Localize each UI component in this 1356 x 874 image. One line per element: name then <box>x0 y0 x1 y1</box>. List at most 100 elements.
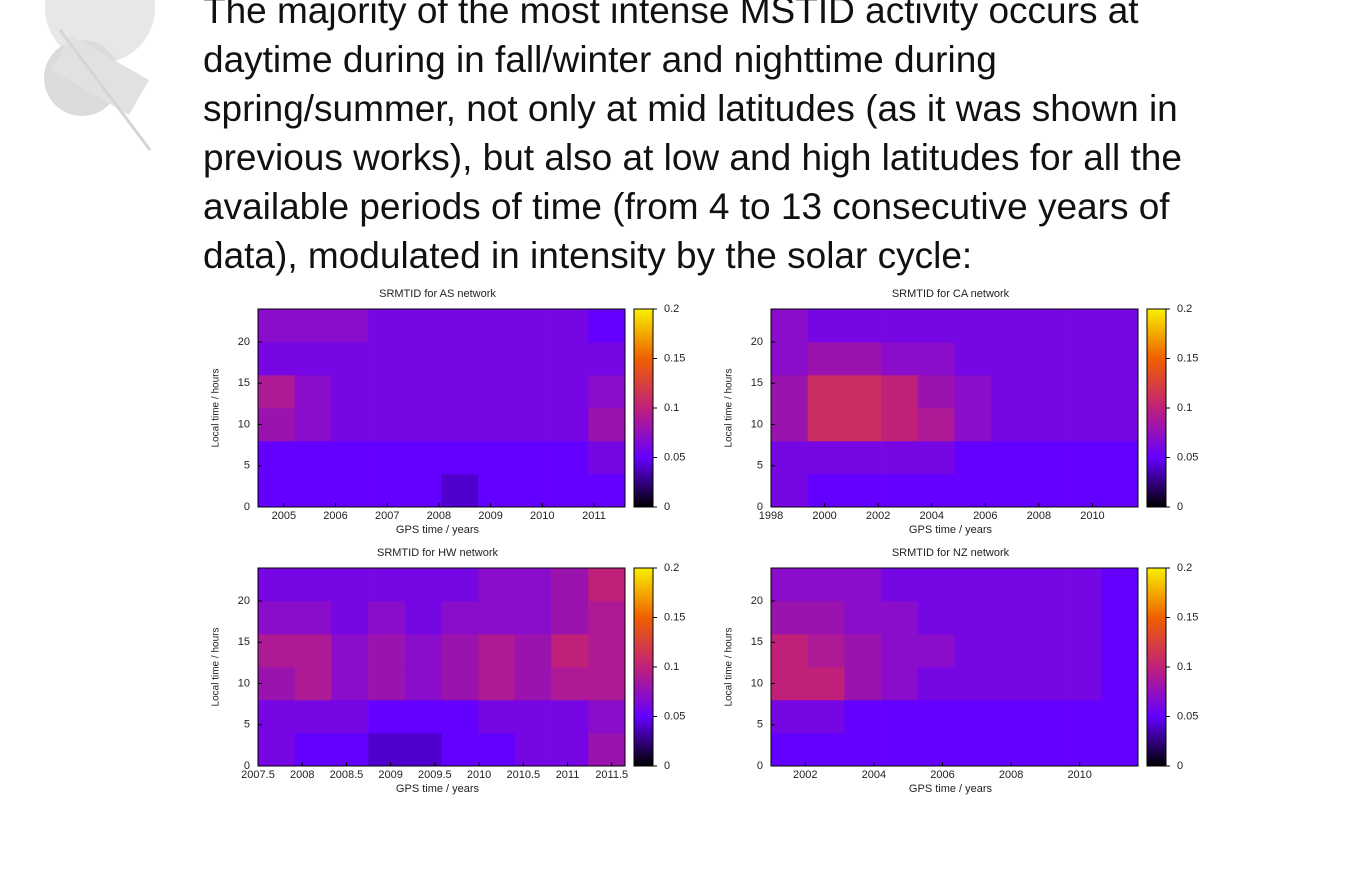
heat-cell <box>771 342 808 376</box>
heat-cell <box>1101 667 1139 701</box>
y-tick-label: 0 <box>244 760 250 772</box>
heat-cell <box>917 601 955 635</box>
heat-cell <box>331 309 369 343</box>
y-tick-label: 15 <box>238 636 250 648</box>
heat-cell <box>881 408 919 442</box>
heat-cell <box>807 342 845 376</box>
heat-cell <box>771 667 808 701</box>
colorbar <box>1146 308 1167 508</box>
heat-cell <box>331 342 369 376</box>
x-tick-label: 2007.5 <box>241 769 275 781</box>
heat-cell <box>478 667 516 701</box>
heat-cell <box>1027 700 1065 734</box>
heat-cell <box>478 634 516 668</box>
heat-cell <box>1027 408 1065 442</box>
heat-cell <box>1101 634 1139 668</box>
heat-cell <box>294 667 332 701</box>
heat-cell <box>331 568 369 602</box>
heat-cell <box>1027 634 1065 668</box>
colorbar-tick-label: 0.2 <box>664 303 679 315</box>
heat-cell <box>1064 441 1102 475</box>
heat-cell <box>514 474 552 508</box>
heat-cell <box>258 700 295 734</box>
heat-cell <box>404 441 442 475</box>
heat-cell <box>844 408 882 442</box>
heat-cell <box>258 342 295 376</box>
heat-cell <box>514 733 552 767</box>
heat-cell <box>551 733 589 767</box>
heat-cell <box>1064 342 1102 376</box>
colorbar-tick-label: 0.05 <box>1177 710 1198 722</box>
x-tick-label: 2007 <box>375 510 399 522</box>
colorbar-tick-label: 0 <box>664 501 670 513</box>
heat-cell <box>991 733 1029 767</box>
heat-cell <box>294 634 332 668</box>
heat-cell <box>551 375 589 409</box>
heat-cell <box>258 309 295 343</box>
heat-cell <box>881 474 919 508</box>
heat-cell <box>1064 408 1102 442</box>
chart-title: SRMTID for HW network <box>377 547 499 559</box>
heat-cell <box>588 568 626 602</box>
heat-cell <box>478 568 516 602</box>
heat-cell <box>368 474 406 508</box>
heat-cell <box>294 601 332 635</box>
heat-cell <box>807 634 845 668</box>
heat-cell <box>478 441 516 475</box>
heat-cell <box>991 375 1029 409</box>
heat-cell <box>588 634 626 668</box>
heat-cell <box>551 342 589 376</box>
heat-cell <box>1064 568 1102 602</box>
colorbar <box>633 308 654 508</box>
heat-cell <box>991 667 1029 701</box>
heat-cell <box>807 601 845 635</box>
heat-cell <box>404 667 442 701</box>
heat-cell <box>441 634 479 668</box>
y-tick-label: 15 <box>238 377 250 389</box>
heat-cell <box>478 342 516 376</box>
heat-cell <box>991 441 1029 475</box>
x-tick-label: 2005 <box>272 510 296 522</box>
colorbar-tick-label: 0.2 <box>1177 562 1192 574</box>
heat-cell <box>881 733 919 767</box>
heat-cell <box>588 474 626 508</box>
heat-cell <box>1064 700 1102 734</box>
x-tick-label: 2004 <box>919 510 943 522</box>
heat-cell <box>441 375 479 409</box>
x-tick-label: 2008.5 <box>330 769 364 781</box>
colorbar-tick-label: 0.2 <box>664 562 679 574</box>
heat-cell <box>1027 667 1065 701</box>
heatmap-chart: 2007.5 2008 2008.5 2009 2009.5 2010 2010.5 2011… <box>211 547 686 795</box>
heat-cell <box>441 474 479 508</box>
heat-cell <box>844 667 882 701</box>
heat-cell <box>294 474 332 508</box>
heat-cell <box>441 441 479 475</box>
x-tick-label: 2009 <box>378 769 402 781</box>
heat-cell <box>331 700 369 734</box>
heat-cell <box>551 667 589 701</box>
heat-cell <box>294 568 332 602</box>
plot-frame <box>257 567 626 767</box>
heat-cell <box>551 601 589 635</box>
colorbar-tick-label: 0 <box>1177 501 1183 513</box>
heat-cell <box>368 375 406 409</box>
x-tick-label: 2002 <box>793 769 817 781</box>
x-tick-label: 2006 <box>930 769 954 781</box>
heat-cell <box>844 474 882 508</box>
x-tick-label: 2010.5 <box>506 769 540 781</box>
heat-cell <box>551 309 589 343</box>
heat-cell <box>954 441 992 475</box>
y-axis-label: Local time / hours <box>724 628 735 707</box>
heat-cell <box>917 342 955 376</box>
colorbar-tick-label: 0.15 <box>664 352 685 364</box>
heat-cell <box>954 309 992 343</box>
heat-cell <box>478 375 516 409</box>
heat-cell <box>441 342 479 376</box>
chart-title: SRMTID for AS network <box>379 288 496 300</box>
x-tick-label: 2008 <box>999 769 1023 781</box>
heat-cell <box>1064 375 1102 409</box>
heatmap-chart: 2002 2004 2006 2008 2010 0 5 10 15 20 SRMTID for N… <box>724 547 1199 795</box>
heat-cell <box>1027 441 1065 475</box>
y-tick-label: 10 <box>751 677 763 689</box>
